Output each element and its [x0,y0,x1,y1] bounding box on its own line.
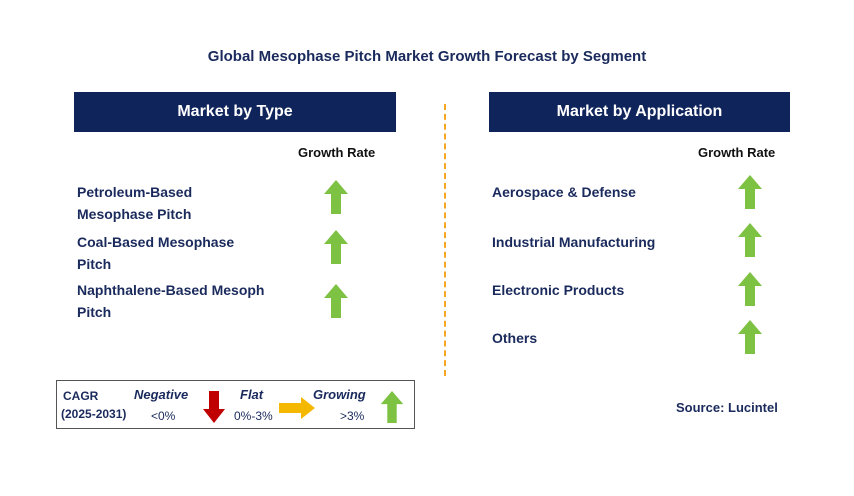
legend-growing-label: Growing [313,387,366,402]
application-item-label: Others [492,330,538,346]
type-growth-rate-label: Growth Rate [298,145,376,160]
growing-arrow-icon [738,272,762,311]
growing-arrow-icon [324,180,348,219]
cagr-legend: CAGR (2025-2031) Negative <0% Flat 0%-3%… [56,380,415,429]
growing-arrow-icon [380,391,404,428]
application-item-label: Industrial Manufacturing [492,234,656,250]
legend-cagr-label: CAGR [63,389,99,403]
type-item-label: Petroleum-Based Mesophase Pitch [77,184,193,222]
growing-arrow-icon [738,175,762,214]
legend-negative-range: <0% [151,409,176,423]
panel-divider [444,104,446,376]
market-by-type-header: Market by Type [74,92,396,132]
legend-period: (2025-2031) [61,407,127,421]
flat-arrow-icon [279,397,315,424]
legend-flat-range: 0%-3% [234,409,273,423]
type-item-label: Coal-Based Mesophase Pitch [77,234,235,272]
legend-flat-label: Flat [240,387,264,402]
application-item-label: Electronic Products [492,282,625,298]
legend-negative-label: Negative [134,387,189,402]
source-note: Source: Lucintel [676,400,778,415]
application-item-label: Aerospace & Defense [492,184,636,200]
growing-arrow-icon [738,320,762,359]
page-title: Global Mesophase Pitch Market Growth For… [207,48,647,65]
negative-arrow-icon [203,391,225,428]
legend-growing-range: >3% [340,409,365,423]
type-item-label: Naphthalene-Based Mesoph Pitch [77,282,265,320]
growing-arrow-icon [324,284,348,323]
growing-arrow-icon [324,230,348,269]
growing-arrow-icon [738,223,762,262]
market-by-application-header: Market by Application [489,92,790,132]
application-growth-rate-label: Growth Rate [698,145,776,160]
